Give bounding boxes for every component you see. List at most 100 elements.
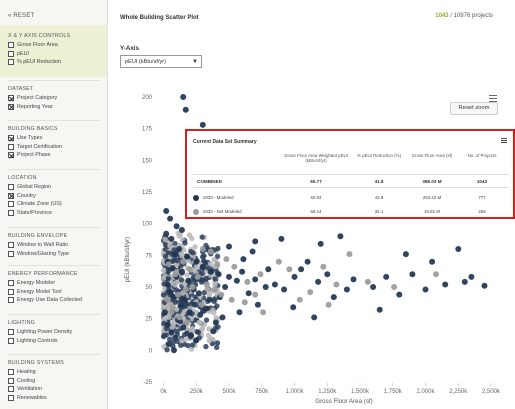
filter-option[interactable]: Window/Glazing Type (8, 250, 104, 259)
filter-checkbox[interactable] (8, 329, 14, 336)
y-axis-label: Y-Axis (120, 45, 139, 52)
data-point (211, 298, 217, 304)
filter-option[interactable]: Use Types (8, 134, 104, 143)
filter-option[interactable]: Heating (8, 368, 104, 377)
filter-section: LOCATION Global Region Country Climate Zone… (8, 175, 104, 217)
filter-checkbox[interactable] (8, 201, 14, 208)
filter-checkbox[interactable] (8, 95, 14, 102)
filter-option[interactable]: Global Region (8, 183, 104, 192)
filter-section-title: BUILDING SYSTEMS (8, 360, 64, 366)
filter-option[interactable]: Climate Zone (US) (8, 200, 104, 209)
data-point (203, 281, 210, 288)
filter-checkbox[interactable] (8, 242, 14, 249)
data-point (461, 278, 468, 285)
filter-option[interactable]: Ventilation (8, 385, 104, 394)
filter-checkbox[interactable] (8, 288, 14, 295)
summary-title: Current Data Set Summary (193, 139, 257, 145)
data-point (241, 299, 248, 306)
data-point (184, 272, 190, 278)
reset-zoom-button[interactable]: Reset zoom (450, 102, 498, 115)
filter-option-label: Energy Use Data Collected (17, 297, 83, 304)
filter-checkbox[interactable] (8, 152, 14, 159)
data-point (239, 268, 246, 275)
filter-option[interactable]: Project Phase (8, 151, 104, 160)
filter-option[interactable]: Lighting Power Density (8, 328, 104, 337)
filter-option[interactable]: Energy Use Data Collected (8, 296, 104, 305)
filter-option[interactable]: Gross Floor Area (8, 41, 104, 50)
filter-checkbox[interactable] (8, 210, 14, 217)
data-point (178, 268, 185, 275)
filter-checkbox[interactable] (8, 50, 14, 57)
reset-link[interactable]: « RESET (8, 13, 35, 19)
data-point (210, 328, 217, 335)
filter-option[interactable]: Energy Model Tool (8, 288, 104, 297)
filter-checkbox[interactable] (8, 103, 14, 110)
filter-option[interactable]: Window to Wall Ratio (8, 241, 104, 250)
data-point (169, 265, 176, 271)
filter-option[interactable]: Lighting Controls (8, 337, 104, 346)
data-point (188, 248, 194, 255)
filter-checkbox[interactable] (8, 395, 14, 402)
filter-checkbox[interactable] (8, 337, 14, 344)
data-point (181, 331, 188, 338)
filter-option-label: Project Phase (17, 152, 51, 159)
filter-option[interactable]: State/Province (8, 209, 104, 218)
data-point (402, 251, 409, 258)
data-point (178, 277, 185, 283)
data-point (182, 286, 189, 293)
filter-option[interactable]: Target Certification (8, 143, 104, 152)
modeled-reduction: 42.9 (374, 195, 384, 200)
filter-checkbox[interactable] (8, 184, 14, 191)
filter-option[interactable]: pEUI (8, 50, 104, 59)
filter-option[interactable]: Project Category (8, 94, 104, 103)
filter-option[interactable]: Cooling (8, 377, 104, 386)
data-point (257, 271, 264, 278)
filter-checkbox[interactable] (8, 42, 14, 49)
filter-checkbox[interactable] (8, 59, 14, 66)
filter-checkbox[interactable] (8, 386, 14, 393)
x-tick-label: 2,000k (417, 389, 436, 395)
data-point (343, 286, 350, 293)
x-tick-label: 1,000k (286, 389, 305, 395)
summary-menu-icon[interactable] (501, 138, 507, 144)
data-point (166, 314, 172, 320)
filter-checkbox[interactable] (8, 377, 14, 384)
filter-checkbox[interactable] (8, 192, 14, 199)
filter-option[interactable]: Country (8, 192, 104, 201)
section-divider (8, 265, 100, 266)
series-marker-not-modeled (193, 209, 199, 215)
data-point (346, 251, 353, 258)
scatter-plot[interactable]: -25 0 25 50 75 100 125 150 175 200 0k 250k 500k 750k 1… (108, 0, 515, 409)
data-point (252, 291, 259, 298)
data-point (324, 271, 331, 278)
data-point (163, 230, 170, 237)
x-axis-title: Gross Floor Area (sf) (315, 398, 372, 405)
y-axis-select[interactable]: pEUI (kBtu/sf/yr) ▼ (120, 55, 202, 68)
data-point (173, 280, 179, 286)
project-count: 1043 / 10976 projects (435, 13, 493, 19)
filter-option[interactable]: Energy Modeler (8, 279, 104, 288)
data-point (164, 322, 171, 328)
data-point (201, 289, 208, 296)
filter-checkbox[interactable] (8, 250, 14, 257)
filter-option[interactable]: % pEUI Reduction (8, 58, 104, 67)
filter-checkbox[interactable] (8, 297, 14, 304)
filter-option[interactable]: Reporting Year (8, 103, 104, 112)
data-point (186, 309, 193, 316)
data-point (175, 291, 181, 298)
data-point (315, 278, 322, 285)
filter-checkbox[interactable] (8, 143, 14, 150)
filter-option-label: Window to Wall Ratio (17, 242, 69, 249)
data-point (160, 275, 167, 281)
data-point (203, 276, 209, 282)
filter-option[interactable]: Renewables (8, 394, 104, 403)
data-point (180, 310, 187, 316)
filter-option-label: Climate Zone (US) (17, 201, 62, 208)
data-point (364, 278, 371, 285)
chart-menu-icon[interactable] (489, 95, 497, 102)
data-point (184, 319, 191, 326)
filter-checkbox[interactable] (8, 369, 14, 376)
filter-checkbox[interactable] (8, 135, 14, 142)
filter-checkbox[interactable] (8, 280, 14, 287)
data-point (442, 281, 449, 288)
